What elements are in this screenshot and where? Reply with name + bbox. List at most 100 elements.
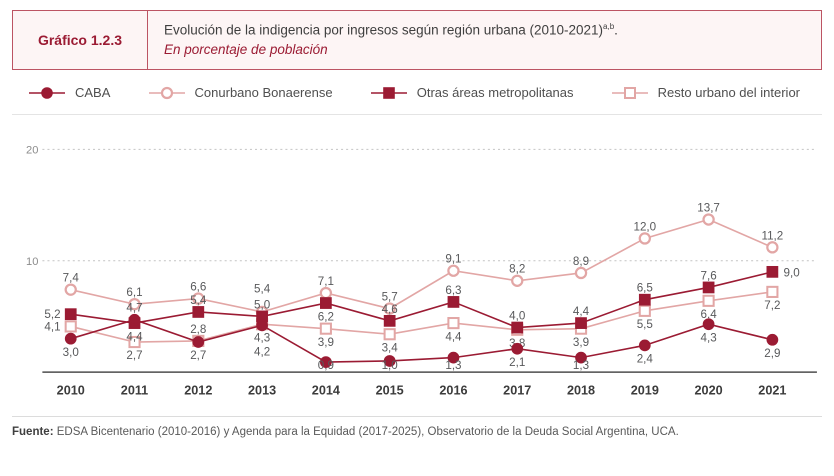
x-axis-year-label: 2016 xyxy=(439,383,467,397)
solid-square-marker xyxy=(320,296,332,309)
data-label: 6,4 xyxy=(701,308,718,321)
data-label: 4,3 xyxy=(254,331,270,344)
data-label: 7,1 xyxy=(318,274,334,287)
open-circle-marker-icon xyxy=(148,86,185,99)
open-square-marker xyxy=(383,327,396,340)
data-label: 9,1 xyxy=(445,252,461,265)
legend-label: Otras áreas metropolitanas xyxy=(416,85,574,100)
data-label: 3,4 xyxy=(382,341,399,354)
solid-square-marker xyxy=(511,321,524,333)
data-label: 4,4 xyxy=(573,304,590,317)
solid-square-marker xyxy=(192,305,205,318)
data-label: 4,7 xyxy=(126,301,142,314)
figure-number-cell: Gráfico 1.2.3 xyxy=(13,11,147,69)
data-label: 5,7 xyxy=(382,290,398,303)
data-label: 12,0 xyxy=(633,220,656,233)
data-label: 0,9 xyxy=(318,359,334,372)
legend-item-caba: CABA xyxy=(28,85,110,101)
data-label: 8,9 xyxy=(573,254,589,267)
data-label: 4,2 xyxy=(254,345,270,358)
data-label: 3,0 xyxy=(63,345,80,358)
open-square-marker xyxy=(638,304,651,317)
solid-circle-marker xyxy=(447,351,460,363)
open-circle-marker xyxy=(383,301,396,315)
x-axis-year-label: 2011 xyxy=(121,383,148,397)
open-circle-marker xyxy=(638,231,651,245)
data-label: 8,2 xyxy=(509,262,525,275)
data-label: 5,4 xyxy=(254,282,271,295)
solid-circle-marker xyxy=(256,318,268,331)
data-label: 2,1 xyxy=(509,355,525,368)
data-label: 3,9 xyxy=(318,335,334,348)
data-label: 4,0 xyxy=(509,309,526,322)
series-line xyxy=(70,290,773,343)
data-label: 13,7 xyxy=(697,201,720,214)
data-label: 4,1 xyxy=(44,320,60,333)
data-label: 4,3 xyxy=(701,331,717,344)
solid-circle-marker xyxy=(320,355,332,368)
header-divider xyxy=(147,11,148,69)
x-axis-year-label: 2010 xyxy=(57,383,85,397)
data-label: 2,4 xyxy=(637,352,654,365)
open-circle-marker xyxy=(511,274,524,287)
open-square-marker xyxy=(447,316,460,329)
solid-circle-marker-icon xyxy=(29,86,65,99)
solid-circle-marker xyxy=(41,86,53,99)
solid-square-marker xyxy=(382,86,395,99)
data-label: 5,2 xyxy=(44,308,60,321)
open-circle-marker xyxy=(160,86,173,99)
solid-circle-marker xyxy=(702,317,715,330)
data-label: 4,4 xyxy=(445,330,462,343)
solid-circle-marker xyxy=(511,342,524,355)
chart-area: 20 10 2010 2011 2012 2013 2014 2015 2016 2017 2018… xyxy=(12,115,822,413)
solid-square-marker-icon xyxy=(370,86,407,99)
data-label: 1,3 xyxy=(573,359,589,372)
legend-label: CABA xyxy=(75,85,111,100)
data-label: 6,5 xyxy=(637,281,653,294)
x-axis-year-label: 2014 xyxy=(312,383,340,397)
data-label: 1,0 xyxy=(382,359,399,372)
data-label: 7,2 xyxy=(764,299,780,312)
solid-circle-marker xyxy=(128,313,141,326)
solid-circle-marker xyxy=(766,333,779,346)
solid-circle-marker xyxy=(192,335,205,348)
data-label: 2,7 xyxy=(190,349,206,362)
solid-circle-marker xyxy=(64,332,77,345)
solid-square-marker xyxy=(447,295,460,308)
open-square-marker xyxy=(319,322,332,335)
open-circle-marker xyxy=(574,266,588,279)
open-circle-marker xyxy=(64,283,77,296)
data-label: 2,8 xyxy=(190,322,206,335)
data-label: 4,4 xyxy=(126,330,143,343)
x-axis-year-label: 2015 xyxy=(376,383,404,397)
source-label: Fuente: xyxy=(12,426,54,439)
data-label: 5,5 xyxy=(637,318,653,331)
data-label: 9,0 xyxy=(784,266,801,279)
open-circle-marker xyxy=(319,286,333,299)
figure-title-superscript: a,b xyxy=(603,22,615,31)
figure-number: Gráfico 1.2.3 xyxy=(37,31,123,48)
figure-title-cell: Evolución de la indigencia por ingresos … xyxy=(148,11,821,69)
solid-square-marker xyxy=(638,293,651,306)
open-circle-marker xyxy=(128,297,141,310)
figure-title-text: Evolución de la indigencia por ingresos … xyxy=(164,22,604,38)
data-label: 4,6 xyxy=(382,302,398,315)
data-label: 5,0 xyxy=(254,298,271,311)
open-square-marker xyxy=(702,294,715,307)
data-label: 6,3 xyxy=(445,283,461,296)
legend-item-otras-areas-metropolitanas: Otras áreas metropolitanas xyxy=(370,85,574,101)
series-resto-urbano-del-interior: 4,12,72,84,33,93,44,43,83,95,56,47,2 xyxy=(44,285,780,362)
open-square-marker xyxy=(623,86,636,99)
legend: CABA Conurbano Bonaerense Otras áreas metr… xyxy=(12,70,822,115)
figure-subtitle: En porcentaje de población xyxy=(164,41,328,57)
series-line xyxy=(70,218,773,313)
source-note: Fuente: EDSA Bicentenario (2010-2016) y … xyxy=(12,416,822,438)
data-label: 7,4 xyxy=(63,271,80,284)
x-axis-year-label: 2013 xyxy=(248,383,276,397)
open-circle-marker xyxy=(702,212,715,226)
data-label: 11,2 xyxy=(761,229,783,242)
solid-square-marker xyxy=(383,314,396,327)
data-label: 6,1 xyxy=(126,286,142,299)
